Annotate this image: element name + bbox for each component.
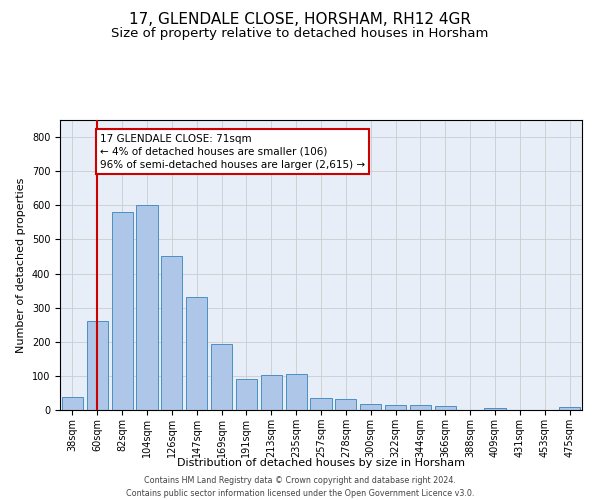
- Bar: [62, 397, 83, 410]
- Bar: [186, 298, 207, 410]
- Bar: [261, 375, 282, 410]
- Text: Contains HM Land Registry data © Crown copyright and database right 2024.
Contai: Contains HM Land Registry data © Crown c…: [126, 476, 474, 498]
- Bar: [87, 320, 108, 410]
- Bar: [310, 398, 332, 410]
- Bar: [161, 256, 182, 410]
- Y-axis label: Number of detached properties: Number of detached properties: [16, 178, 26, 352]
- Text: Distribution of detached houses by size in Horsham: Distribution of detached houses by size …: [177, 458, 465, 468]
- Bar: [385, 404, 406, 410]
- Bar: [360, 404, 381, 410]
- Text: 17, GLENDALE CLOSE, HORSHAM, RH12 4GR: 17, GLENDALE CLOSE, HORSHAM, RH12 4GR: [129, 12, 471, 28]
- Bar: [435, 406, 456, 410]
- Bar: [136, 206, 158, 410]
- Bar: [236, 380, 257, 410]
- Bar: [286, 374, 307, 410]
- Bar: [335, 399, 356, 410]
- Bar: [559, 408, 580, 410]
- Text: Size of property relative to detached houses in Horsham: Size of property relative to detached ho…: [112, 28, 488, 40]
- Bar: [484, 408, 506, 410]
- Text: 17 GLENDALE CLOSE: 71sqm
← 4% of detached houses are smaller (106)
96% of semi-d: 17 GLENDALE CLOSE: 71sqm ← 4% of detache…: [100, 134, 365, 170]
- Bar: [112, 212, 133, 410]
- Bar: [410, 405, 431, 410]
- Bar: [211, 344, 232, 410]
